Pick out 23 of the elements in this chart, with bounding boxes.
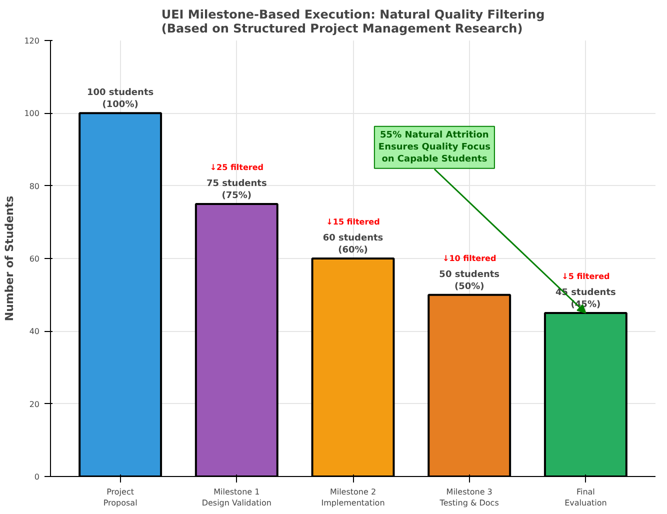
annotation: 55% Natural Attrition Ensures Quality Focus on Capable Students <box>378 130 490 164</box>
data-label: 50 students (50%) <box>439 270 500 292</box>
y-tick-label: 100 <box>24 109 40 118</box>
y-tick-label: 20 <box>29 400 40 409</box>
annotation: ↓25 filtered <box>210 163 264 172</box>
x-tick-label: Milestone 1 Design Validation <box>202 488 272 508</box>
y-tick-label: 40 <box>29 327 40 336</box>
chart-title: UEI Milestone-Based Execution: Natural Quality Filtering (Based on Structured Project Management Research) <box>161 8 545 36</box>
x-tick-label: Project Proposal <box>103 488 138 508</box>
x-tick-label: Final Evaluation <box>564 488 607 508</box>
x-tick-label: Milestone 3 Testing & Docs <box>438 488 499 508</box>
data-label: 75 students (75%) <box>206 179 267 201</box>
y-tick-label: 60 <box>29 254 40 264</box>
data-label: 60 students (60%) <box>322 234 384 256</box>
data-label: 100 students (100%) <box>87 88 154 110</box>
y-tick-label: 120 <box>24 36 40 46</box>
annotation: ↓15 filtered <box>326 218 380 226</box>
y-tick-label: 80 <box>29 182 40 191</box>
annotation: ↓5 filtered <box>562 272 610 281</box>
y-tick-label: 0 <box>34 472 40 482</box>
x-tick-label: Milestone 2 Implementation <box>321 488 385 508</box>
y-axis-title: Number of Students <box>3 195 16 322</box>
annotation: ↓10 filtered <box>442 254 496 263</box>
